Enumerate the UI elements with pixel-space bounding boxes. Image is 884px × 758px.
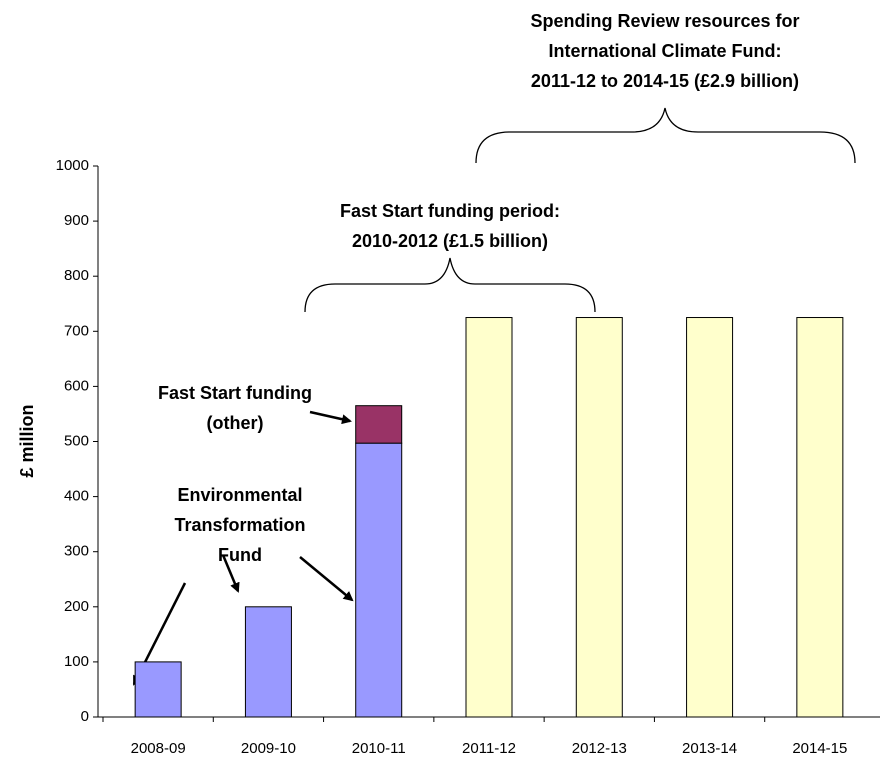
x-tick-label: 2010-11 [352, 740, 406, 757]
bar [796, 317, 844, 718]
series-label-text: Environmental Transformation Fund [174, 485, 306, 565]
bar [244, 606, 292, 718]
arrow [221, 554, 240, 593]
bar [575, 317, 623, 718]
bar [355, 405, 403, 444]
braces [304, 107, 856, 313]
annotation: Fast Start funding period: [340, 201, 560, 221]
arrow [299, 556, 354, 602]
y-tick-label: 1000 [56, 157, 89, 174]
brace [304, 257, 596, 313]
annotation: 2011-12 to 2014-15 (£2.9 billion) [531, 71, 799, 91]
y-tick-label: 0 [81, 708, 89, 725]
y-tick-label: 400 [64, 488, 89, 505]
y-tick-label: 100 [64, 653, 89, 670]
x-tick-label: 2013-14 [682, 740, 737, 757]
x-tick-label: 2011-12 [462, 740, 516, 757]
y-tick-label: 500 [64, 432, 89, 449]
y-axis-label: £ million [17, 404, 37, 477]
x-tick-label: 2008-09 [131, 740, 186, 757]
bar [465, 317, 513, 718]
x-tick-label: 2009-10 [241, 740, 296, 757]
series-label: Environmental Transformation Fund [174, 485, 306, 565]
annotation: 2010-2012 (£1.5 billion) [352, 231, 548, 251]
annotation: Spending Review resources for [530, 11, 799, 31]
x-tick-label: 2014-15 [792, 740, 847, 757]
bar [355, 442, 403, 718]
y-tick-label: 700 [64, 322, 89, 339]
y-tick-label: 600 [64, 377, 89, 394]
y-tick-label: 900 [64, 212, 89, 229]
arrow [309, 410, 352, 425]
annotation: International Climate Fund: [548, 41, 781, 61]
series-label: Fast Start funding (other) [158, 383, 312, 433]
y-tick-label: 300 [64, 543, 89, 560]
brace [475, 107, 856, 164]
x-tick-label: 2012-13 [572, 740, 627, 757]
bar [134, 661, 182, 718]
series-label-text: Fast Start funding (other) [158, 383, 312, 433]
y-tick-label: 800 [64, 267, 89, 284]
y-tick-label: 200 [64, 598, 89, 615]
bar [686, 317, 734, 718]
